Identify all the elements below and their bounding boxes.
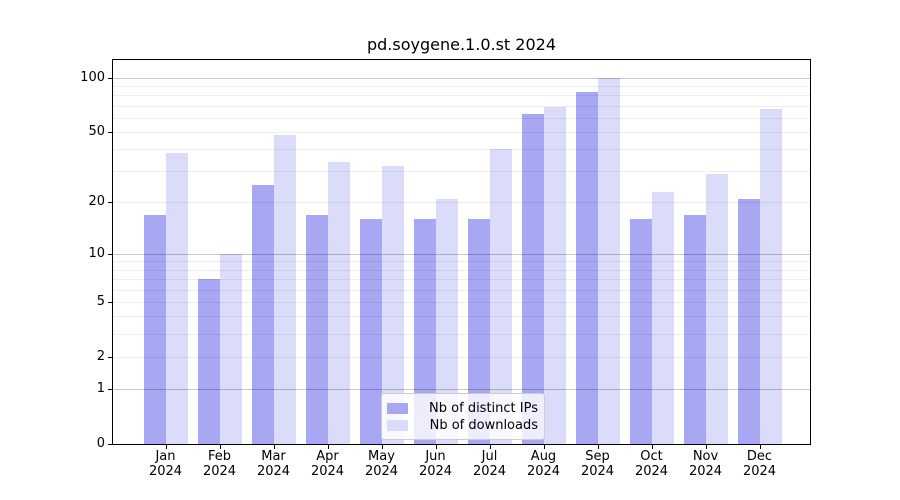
x-tick-label-nov: Nov 2024 bbox=[688, 449, 723, 479]
bar-downloads-dec bbox=[759, 108, 782, 444]
bar-downloads-feb bbox=[219, 253, 242, 444]
y-gridline-minor bbox=[113, 278, 810, 280]
bar-distinct-ips-nov bbox=[683, 214, 706, 444]
legend: Nb of distinct IPs Nb of downloads bbox=[381, 393, 545, 440]
x-axis-tick bbox=[273, 445, 275, 449]
y-tick-label: 1 bbox=[96, 381, 105, 396]
y-axis-tick bbox=[108, 253, 112, 255]
y-tick-label: 0 bbox=[96, 436, 105, 451]
y-gridline-minor bbox=[113, 85, 810, 87]
bar-distinct-ips-mar bbox=[251, 185, 274, 444]
x-axis-tick bbox=[435, 445, 437, 449]
y-axis-tick bbox=[108, 389, 112, 390]
y-gridline-minor bbox=[113, 117, 810, 119]
bar-distinct-ips-jun bbox=[413, 219, 436, 444]
plot-area bbox=[112, 59, 811, 445]
chart-title: pd.soygene.1.0.st 2024 bbox=[366, 35, 556, 54]
x-axis-tick bbox=[327, 445, 329, 449]
legend-label-downloads: Nb of downloads bbox=[429, 417, 538, 433]
x-axis-tick bbox=[489, 445, 491, 449]
legend-item-downloads: Nb of downloads bbox=[387, 417, 538, 433]
x-tick-label-may: May 2024 bbox=[364, 449, 399, 479]
bar-distinct-ips-sep bbox=[575, 92, 598, 444]
bar-downloads-jan bbox=[165, 153, 188, 444]
y-gridline-major bbox=[113, 253, 810, 255]
bar-downloads-mar bbox=[273, 134, 296, 444]
y-axis-tick bbox=[108, 131, 112, 133]
y-gridline-minor bbox=[113, 316, 810, 318]
x-tick-label-sep: Sep 2024 bbox=[580, 449, 615, 479]
x-tick-label-oct: Oct 2024 bbox=[634, 449, 669, 479]
x-axis-tick bbox=[381, 445, 383, 449]
y-axis-tick bbox=[108, 77, 112, 79]
y-gridline-minor bbox=[113, 289, 810, 291]
y-tick-label: 50 bbox=[88, 123, 105, 139]
y-gridline-major bbox=[113, 77, 810, 79]
y-gridline-minor bbox=[113, 301, 810, 303]
x-axis-tick bbox=[165, 445, 167, 449]
x-tick-label-dec: Dec 2024 bbox=[742, 449, 777, 479]
bar-downloads-apr bbox=[327, 161, 350, 444]
bar-distinct-ips-apr bbox=[305, 214, 328, 444]
y-gridline-minor bbox=[113, 202, 810, 204]
x-tick-label-jan: Jan 2024 bbox=[148, 449, 183, 479]
y-tick-label: 100 bbox=[80, 69, 105, 85]
bar-downloads-jul bbox=[489, 149, 512, 444]
bar-downloads-nov bbox=[705, 173, 728, 444]
x-axis-tick bbox=[543, 445, 545, 449]
y-gridline-minor bbox=[113, 269, 810, 271]
y-gridline-minor bbox=[113, 95, 810, 96]
x-tick-label-apr: Apr 2024 bbox=[310, 449, 345, 479]
x-tick-label-feb: Feb 2024 bbox=[202, 449, 237, 479]
bar-downloads-may bbox=[381, 166, 404, 444]
y-gridline-minor bbox=[113, 333, 810, 335]
y-gridline-major bbox=[113, 389, 810, 390]
y-gridline-minor bbox=[113, 261, 810, 263]
x-axis-tick bbox=[651, 445, 653, 449]
y-gridline-minor bbox=[113, 105, 810, 107]
legend-label-distinct-ips: Nb of distinct IPs bbox=[429, 400, 538, 416]
bar-downloads-aug bbox=[543, 106, 566, 444]
y-tick-label: 2 bbox=[96, 348, 105, 364]
legend-swatch-downloads bbox=[387, 419, 408, 431]
bar-downloads-oct bbox=[651, 191, 674, 444]
x-axis-tick bbox=[597, 445, 599, 449]
y-tick-label: 20 bbox=[88, 194, 105, 210]
bar-downloads-jun bbox=[435, 198, 458, 444]
x-axis-tick bbox=[705, 445, 707, 449]
x-tick-label-jun: Jun 2024 bbox=[418, 449, 453, 479]
bar-distinct-ips-feb bbox=[197, 278, 220, 444]
y-gridline-minor bbox=[113, 131, 810, 133]
y-tick-label: 5 bbox=[96, 293, 105, 309]
bar-distinct-ips-aug bbox=[521, 113, 544, 444]
y-gridline-minor bbox=[113, 149, 810, 151]
y-gridline-minor bbox=[113, 356, 810, 358]
legend-swatch-distinct-ips bbox=[387, 402, 408, 414]
x-tick-label-jul: Jul 2024 bbox=[472, 449, 507, 479]
legend-item-distinct-ips: Nb of distinct IPs bbox=[387, 400, 538, 416]
x-tick-label-mar: Mar 2024 bbox=[256, 449, 291, 479]
bar-distinct-ips-jan bbox=[143, 214, 166, 444]
bar-distinct-ips-oct bbox=[629, 219, 652, 444]
bar-distinct-ips-may bbox=[359, 219, 382, 444]
y-tick-label: 10 bbox=[88, 245, 105, 261]
y-axis-tick bbox=[108, 202, 112, 204]
x-axis-tick bbox=[219, 445, 221, 449]
y-gridline-minor bbox=[113, 171, 810, 173]
x-axis-tick bbox=[759, 445, 761, 449]
y-axis-tick bbox=[108, 356, 112, 358]
bar-distinct-ips-dec bbox=[737, 198, 760, 444]
bar-distinct-ips-jul bbox=[467, 219, 490, 444]
y-axis-tick bbox=[108, 444, 112, 445]
bar-downloads-sep bbox=[597, 77, 620, 444]
y-axis-tick bbox=[108, 301, 112, 303]
x-tick-label-aug: Aug 2024 bbox=[526, 449, 561, 479]
